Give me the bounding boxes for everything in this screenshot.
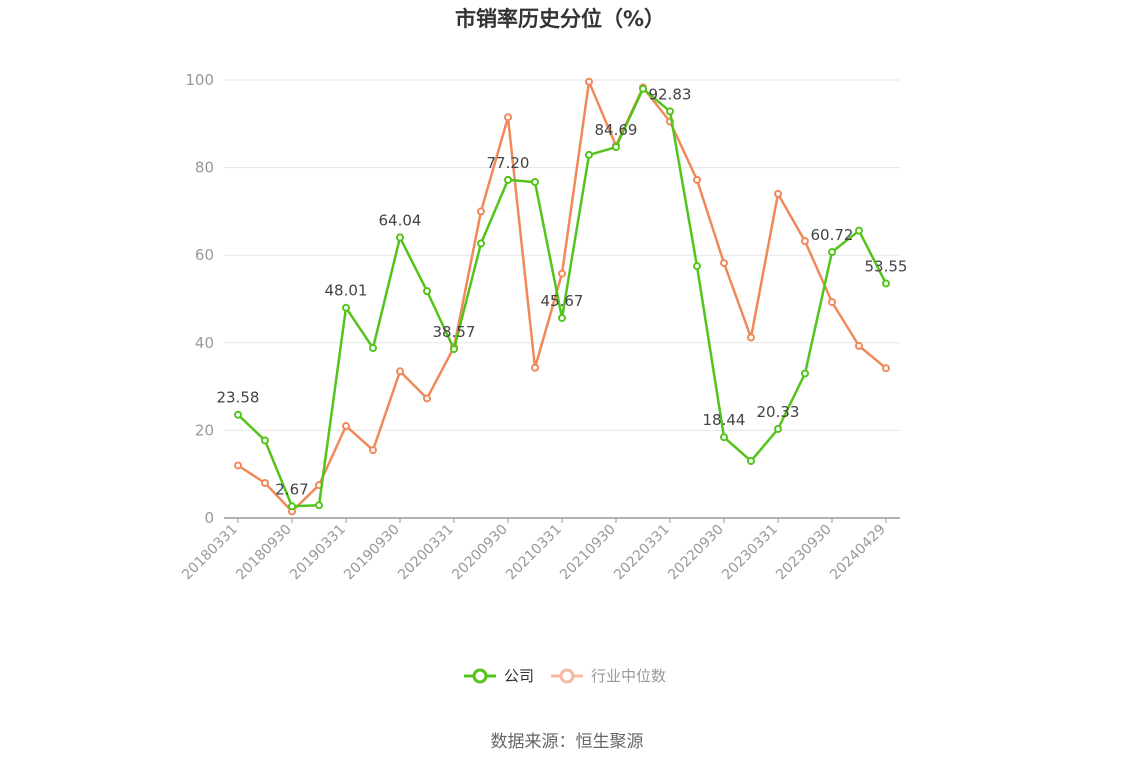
data-point-company [828, 248, 836, 257]
data-label: 45.67 [541, 292, 584, 310]
data-label: 20.33 [757, 403, 800, 421]
data-point-industry [234, 461, 242, 470]
x-tick-label: 20210930 [557, 522, 619, 584]
data-point-company [369, 344, 377, 353]
y-tick-label: 20 [195, 421, 214, 439]
data-label: 53.55 [865, 257, 908, 275]
x-tick-label: 20190331 [287, 522, 349, 584]
data-point-company [288, 502, 296, 511]
data-point-company [234, 410, 242, 419]
data-point-company [882, 279, 890, 288]
data-point-company [504, 175, 512, 184]
data-point-industry [801, 237, 809, 246]
x-tick-label: 20200331 [395, 522, 457, 584]
y-tick-label: 40 [195, 334, 214, 352]
x-tick-label: 20180331 [179, 522, 241, 584]
x-tick-label: 20220331 [611, 522, 673, 584]
data-label: 64.04 [379, 212, 422, 230]
x-tick-label: 20220930 [665, 522, 727, 584]
data-point-company [612, 143, 620, 152]
grid [224, 79, 900, 431]
data-label: 60.72 [811, 226, 854, 244]
data-label: 48.01 [325, 282, 368, 300]
data-point-company [693, 262, 701, 271]
data-point-industry [855, 341, 863, 350]
data-point-industry [396, 367, 404, 376]
data-point-company [315, 501, 323, 510]
data-point-company [855, 226, 863, 235]
data-point-industry [369, 446, 377, 455]
data-point-company [423, 287, 431, 296]
data-point-company [801, 369, 809, 378]
x-tick-label: 20230331 [719, 522, 781, 584]
legend-marker-company [472, 668, 488, 684]
y-tick-label: 80 [195, 159, 214, 177]
data-point-company [396, 233, 404, 242]
legend-item-company[interactable]: 公司 [464, 667, 534, 685]
data-label: 77.20 [487, 154, 530, 172]
data-point-industry [504, 113, 512, 122]
data-point-industry [531, 363, 539, 372]
data-point-industry [720, 259, 728, 268]
x-tick-label: 20180930 [233, 522, 295, 584]
data-point-company [531, 178, 539, 187]
x-tick-label: 20190930 [341, 522, 403, 584]
data-point-industry [423, 394, 431, 403]
x-tick-label: 20240429 [827, 522, 889, 584]
legend-item-industry[interactable]: 行业中位数 [551, 667, 666, 685]
x-tick-label: 20200930 [449, 522, 511, 584]
data-point-industry [828, 298, 836, 307]
data-point-company [639, 84, 647, 93]
data-labels: 23.58 2.67 48.01 64.04 38.57 77.20 45.67 84.69 9… [217, 85, 908, 498]
data-point-industry [747, 333, 755, 342]
data-label: 2.67 [275, 480, 308, 498]
x-tick-label: 20210331 [503, 522, 565, 584]
data-point-industry [477, 207, 485, 216]
data-point-company [774, 424, 782, 433]
data-point-company [450, 345, 458, 354]
legend: 公司 行业中位数 [464, 667, 666, 685]
data-point-company [747, 457, 755, 466]
data-point-industry [882, 364, 890, 373]
legend-label-company: 公司 [504, 667, 534, 685]
data-label: 92.83 [649, 85, 692, 103]
data-point-industry [261, 478, 269, 487]
data-point-company [558, 313, 566, 322]
data-label: 23.58 [217, 389, 260, 407]
data-label: 18.44 [703, 411, 746, 429]
legend-label-industry: 行业中位数 [591, 667, 666, 685]
data-point-company [261, 436, 269, 445]
x-axis: 2018033120180930201903312019093020200331… [179, 517, 900, 584]
x-tick-label: 20230930 [773, 522, 835, 584]
data-point-industry [774, 189, 782, 198]
y-tick-label: 100 [185, 71, 214, 89]
data-point-industry [558, 269, 566, 278]
data-source: 数据来源：恒生聚源 [491, 732, 644, 752]
y-axis: 0 20 40 60 80 100 [185, 71, 214, 527]
data-point-company [666, 107, 674, 116]
chart-title: 市销率历史分位（%） [455, 7, 665, 31]
y-tick-label: 60 [195, 246, 214, 264]
data-label: 84.69 [595, 121, 638, 139]
data-point-industry [342, 422, 350, 431]
y-tick-label: 0 [204, 509, 214, 527]
data-point-company [585, 150, 593, 159]
legend-marker-industry [559, 668, 575, 684]
data-point-company [342, 303, 350, 312]
data-label: 38.57 [433, 323, 476, 341]
data-point-industry [693, 175, 701, 184]
data-point-company [720, 433, 728, 442]
data-point-industry [585, 77, 593, 86]
series-layer [234, 77, 890, 516]
data-point-company [477, 239, 485, 248]
